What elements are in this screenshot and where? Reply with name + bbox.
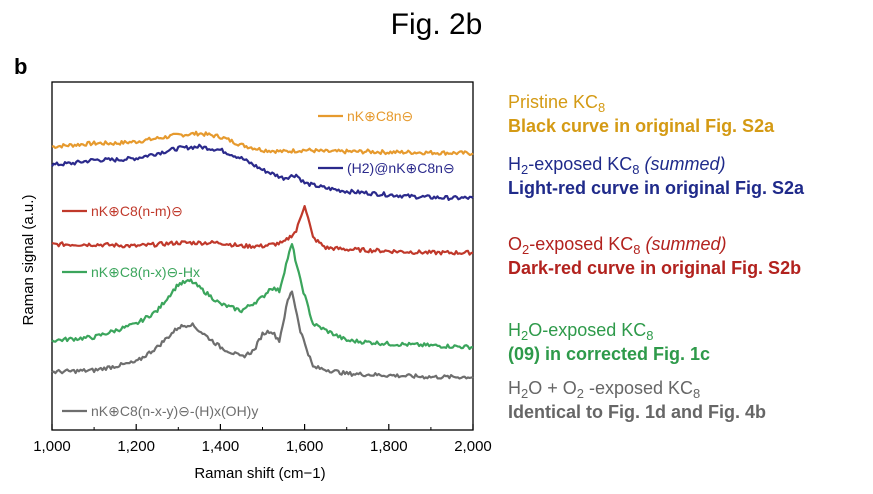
plot-area: 1,000 1,200 1,400 1,600 1,800 2,000 (33, 81, 492, 455)
annotation-2: O2-exposed KC8 (summed) Dark-red curve in… (508, 232, 801, 280)
annotation-1: H2-exposed KC8 (summed) Light-red curve i… (508, 152, 804, 200)
legend-label-1: (H2)@nK⊕C8n⊖ (347, 160, 455, 176)
legend-label-4: nK⊕C8(n-x-y)⊖-(H)x(OH)y (91, 403, 258, 419)
legend-label-2: nK⊕C8(n-m)⊖ (91, 203, 183, 219)
annotation-line: Pristine KC8 (508, 92, 606, 115)
annotation-line: H2-exposed KC8 (summed) (508, 154, 726, 177)
x-tick-label: 2,000 (454, 438, 492, 455)
legend-label-0: nK⊕C8n⊖ (347, 108, 413, 124)
x-axis-label: Raman shift (cm−1) (194, 465, 325, 482)
panel-letter: b (14, 54, 28, 79)
annotation-line: H2O + O2 -exposed KC8 (508, 378, 701, 401)
annotation-4: H2O + O2 -exposed KC8 Identical to Fig. 1… (508, 376, 766, 424)
plot-frame (51, 81, 474, 431)
series-line-2 (51, 205, 474, 256)
series-line-0 (51, 130, 474, 156)
annotation-note: Identical to Fig. 1d and Fig. 4b (508, 402, 767, 422)
annotation-note: Light-red curve in original Fig. S2a (508, 178, 805, 198)
annotation-note: (09) in corrected Fig. 1c (508, 344, 711, 364)
annotation-0: Pristine KC8 Black curve in original Fig.… (508, 90, 774, 138)
x-tick-label: 1,400 (202, 438, 240, 455)
series-line-3 (51, 243, 474, 351)
annotation-note: Dark-red curve in original Fig. S2b (508, 258, 802, 278)
legend: nK⊕C8n⊖ (H2)@nK⊕C8n⊖ nK⊕C8(n-m)⊖ nK⊕C8(n-x)… (62, 108, 455, 419)
x-tick-label: 1,800 (370, 438, 408, 455)
series-line-1 (51, 143, 474, 201)
y-axis-label: Raman signal (a.u.) (20, 195, 37, 326)
legend-label-3: nK⊕C8(n-x)⊖-Hx (91, 264, 200, 280)
x-tick-label: 1,200 (117, 438, 155, 455)
figure-title: Fig. 2b (390, 8, 483, 41)
x-tick-label: 1,600 (286, 438, 324, 455)
annotation-note: Black curve in original Fig. S2a (508, 116, 775, 136)
series-line-4 (51, 290, 474, 380)
annotation-line: O2-exposed KC8 (summed) (508, 234, 727, 257)
annotation-3: H2O-exposed KC8 (09) in corrected Fig. 1c (508, 318, 710, 366)
x-tick-label: 1,000 (33, 438, 71, 455)
annotation-line: H2O-exposed KC8 (508, 320, 654, 343)
